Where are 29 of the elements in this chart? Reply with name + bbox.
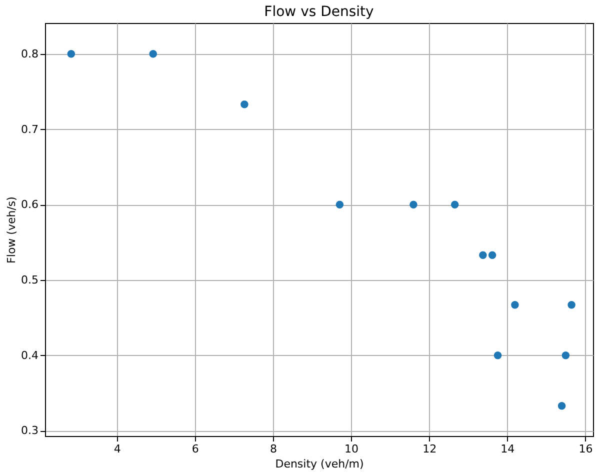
x-axis-title: Density (veh/m) bbox=[275, 458, 364, 470]
y-tick-label: 0.6 bbox=[21, 198, 38, 212]
point bbox=[336, 200, 344, 208]
x-tick-label: 16 bbox=[578, 442, 593, 456]
point bbox=[410, 200, 418, 208]
point bbox=[450, 200, 459, 208]
point bbox=[568, 301, 576, 309]
x-tick-label: 6 bbox=[192, 442, 199, 456]
x-tick-label: 8 bbox=[270, 442, 277, 456]
y-tick-label: 0.5 bbox=[21, 273, 38, 286]
point bbox=[240, 100, 248, 108]
point bbox=[67, 50, 76, 58]
x-tick-label: 14 bbox=[500, 442, 515, 456]
y-tick-label: 0.7 bbox=[21, 122, 38, 136]
point bbox=[558, 402, 566, 410]
y-axis-title: Flow (veh/s) bbox=[5, 196, 18, 264]
x-tick-label: 12 bbox=[422, 442, 437, 456]
point bbox=[149, 50, 157, 58]
point bbox=[494, 351, 502, 360]
point bbox=[511, 301, 519, 309]
y-tick-label: 0.8 bbox=[21, 47, 38, 60]
x-tick-label: 10 bbox=[344, 442, 359, 456]
x-tick-label: 4 bbox=[114, 442, 121, 456]
point bbox=[479, 251, 487, 259]
y-tick-label: 0.4 bbox=[21, 348, 38, 362]
point bbox=[488, 251, 496, 259]
point bbox=[562, 351, 570, 360]
y-tick-label: 0.3 bbox=[21, 424, 38, 438]
chart-title: Flow vs Density bbox=[264, 4, 374, 20]
